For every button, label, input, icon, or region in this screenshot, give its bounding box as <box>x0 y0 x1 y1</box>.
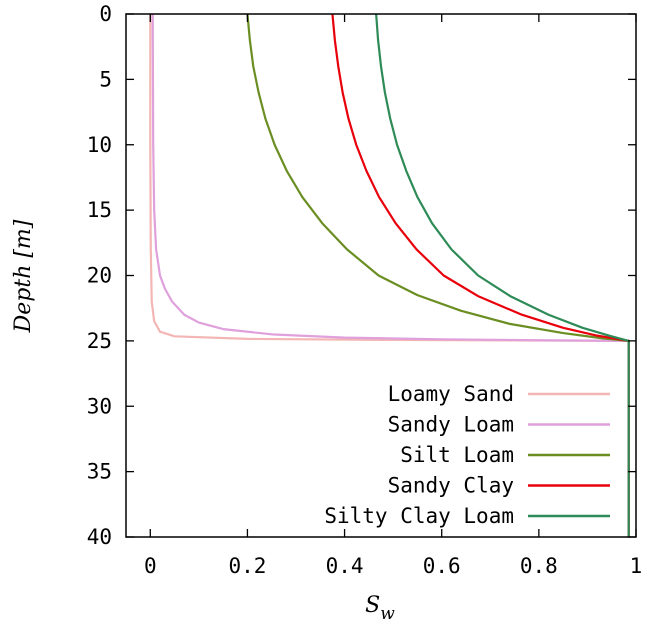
y-tick-label: 20 <box>87 264 112 288</box>
x-tick-label: 0.8 <box>520 554 558 578</box>
y-tick-label: 25 <box>87 329 112 353</box>
x-tick-label: 0.6 <box>423 554 461 578</box>
series-line-3 <box>246 13 630 537</box>
y-tick-label: 5 <box>99 67 112 91</box>
y-tick-label: 15 <box>87 198 112 222</box>
legend-label: Sandy Clay <box>388 474 514 498</box>
tick-layer: 0 5 10 15 20 25 30 35 40 0 0.2 0.4 0.6 0.8 1 <box>87 2 643 578</box>
y-tick-label: 40 <box>87 525 112 549</box>
y-tick-label: 35 <box>87 460 112 484</box>
legend-label: Sandy Loam <box>388 413 514 437</box>
legend-label: Silty Clay Loam <box>324 504 514 528</box>
legend-label: Loamy Sand <box>388 382 514 406</box>
legend: Loamy Sand Sandy Loam Silt Loam Sandy Clay S… <box>324 382 610 528</box>
x-axis-label-main: S <box>365 593 380 618</box>
y-tick-label: 10 <box>87 133 112 157</box>
x-tick-label: 1 <box>630 554 643 578</box>
series-layer <box>149 13 630 537</box>
x-tick-label: 0.2 <box>228 554 266 578</box>
x-tick-label: 0 <box>144 554 157 578</box>
y-axis-label: Depth [m] <box>11 219 36 333</box>
series-line-5 <box>375 13 630 537</box>
y-tick-label: 0 <box>99 2 112 26</box>
x-axis-label: Sw <box>365 593 395 624</box>
series-line-4 <box>331 13 630 537</box>
legend-label: Silt Loam <box>400 443 514 467</box>
x-axis-label-subscript: w <box>380 604 395 624</box>
x-tick-label: 0.4 <box>326 554 364 578</box>
series-line-2 <box>151 13 630 537</box>
y-tick-label: 30 <box>87 394 112 418</box>
